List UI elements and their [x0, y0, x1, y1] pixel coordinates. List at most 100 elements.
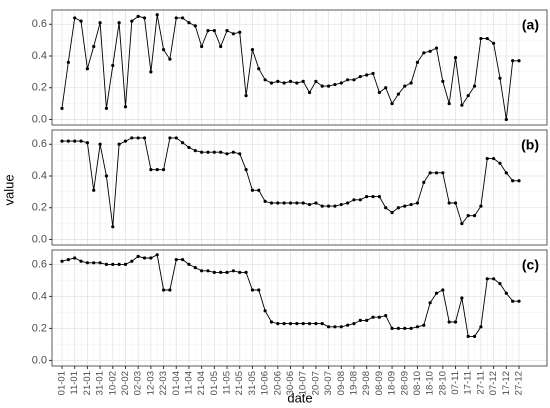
- point: [517, 179, 521, 183]
- point: [384, 206, 388, 210]
- point: [288, 322, 293, 326]
- point: [307, 202, 312, 207]
- x-tick-label: 01-05: [209, 371, 220, 395]
- point: [428, 171, 432, 175]
- point: [485, 156, 489, 161]
- point: [98, 21, 102, 25]
- point: [111, 63, 115, 68]
- y-tick-label: 0.6: [32, 258, 47, 270]
- point: [492, 277, 496, 281]
- point: [136, 14, 140, 18]
- point: [288, 79, 293, 83]
- x-tick-label: 18-10: [425, 371, 436, 395]
- panel-label: (b): [521, 137, 539, 153]
- y-tick-label: 0.0: [32, 233, 47, 245]
- x-tick-label: 30-06: [285, 371, 296, 395]
- point: [390, 101, 394, 106]
- x-tick-label: 09-08: [336, 371, 347, 395]
- point: [104, 262, 109, 266]
- point: [396, 92, 401, 96]
- point: [66, 258, 70, 262]
- point: [206, 269, 210, 273]
- y-tick-label: 0.6: [32, 18, 47, 30]
- x-tick-label: 08-09: [374, 371, 385, 395]
- x-tick-label: 18-09: [387, 371, 398, 395]
- y-tick-label: 0.4: [32, 290, 47, 302]
- x-tick-label: 28-10: [437, 371, 448, 395]
- point: [409, 326, 413, 330]
- point: [352, 78, 356, 82]
- point: [231, 150, 235, 154]
- point: [409, 81, 413, 85]
- point: [79, 139, 83, 143]
- point: [460, 296, 464, 300]
- x-tick-label: 20-07: [310, 371, 321, 395]
- point: [295, 322, 299, 326]
- point: [390, 326, 394, 330]
- point: [104, 174, 109, 178]
- point: [390, 210, 394, 215]
- y-tick-label: 0.4: [32, 170, 47, 182]
- point: [142, 16, 147, 20]
- point: [276, 201, 280, 205]
- point: [250, 48, 255, 52]
- point: [73, 256, 77, 260]
- point: [212, 150, 216, 154]
- point: [371, 195, 375, 199]
- x-tick-label: 20-06: [272, 371, 283, 395]
- x-tick-label: 02-03: [133, 371, 144, 395]
- point: [282, 322, 286, 326]
- point: [365, 195, 369, 199]
- point: [257, 67, 261, 71]
- point: [472, 84, 477, 88]
- point: [498, 161, 502, 165]
- point: [479, 36, 483, 41]
- point: [301, 201, 305, 205]
- point: [333, 204, 337, 208]
- point: [130, 259, 134, 263]
- point: [276, 322, 280, 326]
- point: [187, 262, 191, 266]
- point: [73, 16, 77, 20]
- point: [504, 117, 508, 122]
- point: [168, 288, 172, 292]
- point: [219, 150, 223, 154]
- point: [504, 171, 508, 175]
- point: [193, 266, 197, 270]
- point: [161, 288, 166, 292]
- point: [206, 150, 210, 154]
- x-tick-label: 21-01: [82, 371, 93, 395]
- point: [479, 204, 483, 208]
- point: [377, 195, 381, 199]
- point: [225, 152, 229, 156]
- point: [117, 142, 121, 146]
- point: [66, 139, 70, 143]
- point: [250, 188, 255, 192]
- panel-border: [51, 9, 548, 126]
- point: [238, 152, 242, 156]
- point: [60, 259, 64, 263]
- point: [441, 171, 445, 175]
- point: [346, 78, 350, 82]
- x-tick-label: 12-03: [145, 371, 156, 395]
- point: [428, 49, 432, 53]
- point: [384, 86, 388, 90]
- point: [498, 282, 502, 286]
- point: [174, 136, 178, 140]
- point: [212, 29, 216, 33]
- point: [339, 202, 343, 207]
- x-tick-label: 21-04: [196, 371, 207, 395]
- point: [98, 261, 102, 265]
- x-tick-label: 10-02: [107, 371, 118, 395]
- panel-border: [51, 129, 548, 246]
- point: [123, 139, 128, 143]
- point: [466, 94, 470, 98]
- point: [447, 201, 451, 205]
- point: [326, 325, 331, 329]
- point: [422, 51, 426, 55]
- point: [174, 16, 178, 20]
- point: [403, 326, 407, 330]
- x-tick-label: 27-11: [475, 371, 486, 395]
- x-tick-label: 11-04: [183, 371, 194, 395]
- point: [276, 79, 280, 83]
